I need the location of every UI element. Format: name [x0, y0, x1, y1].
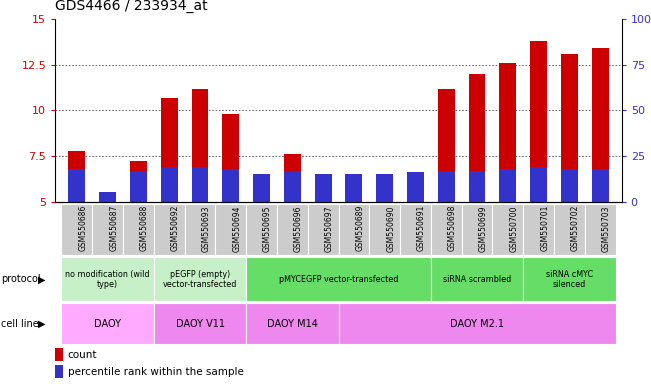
- Bar: [499, 169, 516, 202]
- Bar: [55, 348, 64, 361]
- Bar: [369, 204, 400, 255]
- Bar: [376, 180, 393, 202]
- Bar: [68, 169, 85, 202]
- Bar: [437, 170, 454, 202]
- Bar: [246, 204, 277, 255]
- Text: no modification (wild
type): no modification (wild type): [65, 270, 150, 289]
- Bar: [592, 48, 609, 202]
- Bar: [246, 257, 431, 301]
- Bar: [431, 204, 462, 255]
- Bar: [154, 257, 246, 301]
- Text: GSM550697: GSM550697: [325, 205, 334, 252]
- Text: ▶: ▶: [38, 274, 46, 285]
- Bar: [431, 257, 523, 301]
- Text: siRNA cMYC
silenced: siRNA cMYC silenced: [546, 270, 593, 289]
- Bar: [223, 169, 240, 202]
- Text: GSM550693: GSM550693: [202, 205, 210, 252]
- Text: GSM550690: GSM550690: [386, 205, 395, 252]
- Bar: [523, 204, 554, 255]
- Bar: [314, 178, 331, 202]
- Bar: [246, 303, 339, 344]
- Bar: [61, 303, 154, 344]
- Bar: [554, 204, 585, 255]
- Bar: [339, 204, 369, 255]
- Bar: [154, 204, 185, 255]
- Text: GSM550694: GSM550694: [232, 205, 242, 252]
- Bar: [161, 167, 178, 202]
- Text: count: count: [68, 349, 97, 359]
- Bar: [154, 303, 246, 344]
- Bar: [346, 174, 363, 202]
- Bar: [407, 174, 424, 202]
- Text: GSM550696: GSM550696: [294, 205, 303, 252]
- Text: cell line: cell line: [1, 318, 38, 329]
- Bar: [284, 170, 301, 202]
- Bar: [585, 204, 616, 255]
- Bar: [561, 169, 578, 202]
- Text: siRNA scrambled: siRNA scrambled: [443, 275, 511, 284]
- Bar: [561, 54, 578, 202]
- Bar: [68, 151, 85, 202]
- Text: pMYCEGFP vector-transfected: pMYCEGFP vector-transfected: [279, 275, 398, 284]
- Bar: [346, 182, 363, 202]
- Text: DAOY V11: DAOY V11: [176, 318, 225, 329]
- Bar: [492, 204, 523, 255]
- Text: GSM550692: GSM550692: [171, 205, 180, 252]
- Bar: [161, 98, 178, 202]
- Text: GSM550700: GSM550700: [509, 205, 518, 252]
- Text: GSM550695: GSM550695: [263, 205, 272, 252]
- Text: ▶: ▶: [38, 318, 46, 329]
- Bar: [123, 204, 154, 255]
- Bar: [215, 204, 246, 255]
- Bar: [223, 114, 240, 202]
- Bar: [253, 178, 270, 202]
- Text: protocol: protocol: [1, 274, 40, 285]
- Bar: [530, 167, 547, 202]
- Bar: [469, 74, 486, 202]
- Bar: [437, 89, 454, 202]
- Text: GSM550686: GSM550686: [78, 205, 87, 252]
- Bar: [400, 204, 431, 255]
- Bar: [314, 174, 331, 202]
- Bar: [530, 41, 547, 202]
- Bar: [592, 169, 609, 202]
- Bar: [130, 162, 147, 202]
- Bar: [61, 257, 154, 301]
- Text: DAOY M2.1: DAOY M2.1: [450, 318, 504, 329]
- Bar: [99, 196, 116, 202]
- Bar: [339, 303, 616, 344]
- Text: GSM550698: GSM550698: [448, 205, 457, 252]
- Bar: [130, 170, 147, 202]
- Bar: [407, 172, 424, 202]
- Text: DAOY M14: DAOY M14: [267, 318, 318, 329]
- Text: GSM550702: GSM550702: [571, 205, 580, 252]
- Bar: [277, 204, 308, 255]
- Text: GDS4466 / 233934_at: GDS4466 / 233934_at: [55, 0, 208, 13]
- Text: GSM550703: GSM550703: [602, 205, 611, 252]
- Text: percentile rank within the sample: percentile rank within the sample: [68, 366, 243, 377]
- Bar: [462, 204, 492, 255]
- Text: GSM550699: GSM550699: [478, 205, 488, 252]
- Bar: [185, 204, 215, 255]
- Bar: [376, 174, 393, 202]
- Text: GSM550687: GSM550687: [109, 205, 118, 252]
- Text: GSM550691: GSM550691: [417, 205, 426, 252]
- Bar: [92, 204, 123, 255]
- Bar: [523, 257, 616, 301]
- Bar: [99, 192, 116, 202]
- Text: GSM550701: GSM550701: [540, 205, 549, 252]
- Text: GSM550688: GSM550688: [140, 205, 149, 251]
- Bar: [284, 154, 301, 202]
- Text: DAOY: DAOY: [94, 318, 121, 329]
- Bar: [308, 204, 339, 255]
- Bar: [469, 170, 486, 202]
- Bar: [191, 89, 208, 202]
- Bar: [499, 63, 516, 202]
- Bar: [61, 204, 92, 255]
- Text: GSM550689: GSM550689: [355, 205, 365, 252]
- Bar: [253, 174, 270, 202]
- Bar: [191, 167, 208, 202]
- Text: pEGFP (empty)
vector-transfected: pEGFP (empty) vector-transfected: [163, 270, 237, 289]
- Bar: [55, 365, 64, 378]
